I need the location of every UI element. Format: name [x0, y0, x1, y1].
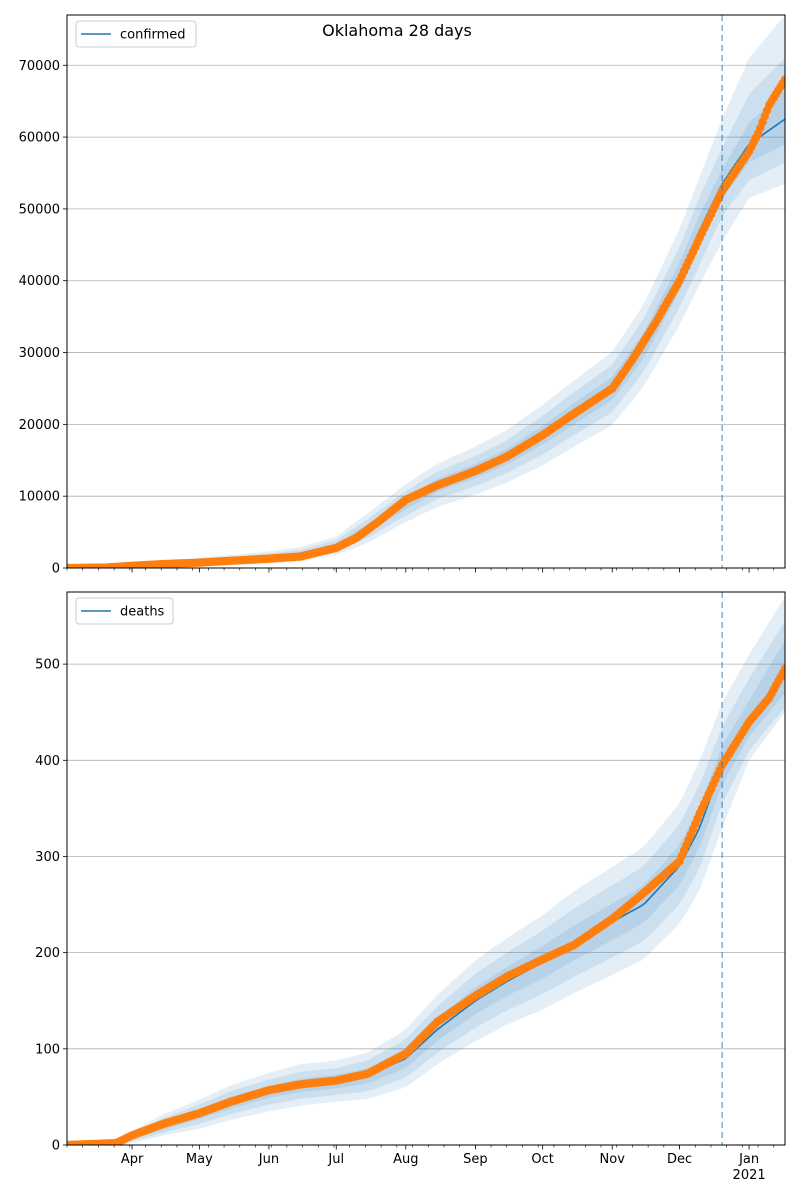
y-tick-label: 40000: [19, 274, 60, 289]
x-tick-label: Aug: [393, 1152, 418, 1167]
observed-series: [67, 664, 785, 1145]
y-tick-label: 70000: [19, 59, 60, 74]
legend-box: [75, 597, 174, 625]
x-tick-label: May: [186, 1152, 213, 1167]
grid-lines: [67, 64, 785, 497]
x-tick-label: Apr: [121, 1152, 144, 1167]
x-tick-label: Jul: [327, 1152, 344, 1167]
y-tick-label: 200: [35, 946, 60, 961]
legend: deaths: [75, 597, 174, 625]
y-tick-label: 60000: [19, 131, 60, 146]
y-axis-ticks: 0 100 200 300 400 500: [35, 658, 67, 1154]
y-tick-label: 30000: [19, 346, 60, 361]
grid-lines: [67, 663, 785, 1050]
observed-point: [780, 75, 785, 84]
y-tick-label: 0: [52, 562, 60, 577]
x-tick-label: Nov: [600, 1152, 626, 1167]
x-tick-label: Sep: [463, 1152, 488, 1167]
legend-label: confirmed: [120, 28, 186, 43]
axes-frame: [66, 14, 786, 569]
x-tick-label: Jan: [738, 1152, 759, 1167]
y-tick-label: 0: [52, 1139, 60, 1154]
panel-deaths: 0 100 200 300 400 500 Apr May Jun Jul Aug Sep Oct No…: [35, 591, 786, 1183]
y-tick-label: 400: [35, 754, 60, 769]
legend: confirmed: [75, 20, 197, 48]
y-tick-label: 50000: [19, 202, 60, 217]
x-tick-label: Oct: [531, 1152, 553, 1167]
panel-confirmed: 0 10000 20000 30000 40000 50000 60000 70000 con…: [19, 14, 786, 577]
y-tick-label: 20000: [19, 418, 60, 433]
x-tick-label: Jun: [258, 1152, 279, 1167]
legend-label: deaths: [120, 605, 165, 620]
y-axis-ticks: 0 10000 20000 30000 40000 50000 60000 70000: [19, 59, 67, 577]
legend-box: [75, 20, 197, 48]
axes-frame: [66, 591, 786, 1146]
observed-series: [67, 75, 785, 568]
y-tick-label: 500: [35, 658, 60, 673]
y-tick-label: 10000: [19, 490, 60, 505]
chart-title: Oklahoma 28 days: [322, 21, 472, 40]
observed-point: [780, 664, 785, 674]
x-tick-label: Dec: [667, 1152, 692, 1167]
x-tick-sublabel: 2021: [733, 1168, 766, 1183]
y-tick-label: 100: [35, 1042, 60, 1057]
y-tick-label: 300: [35, 850, 60, 865]
